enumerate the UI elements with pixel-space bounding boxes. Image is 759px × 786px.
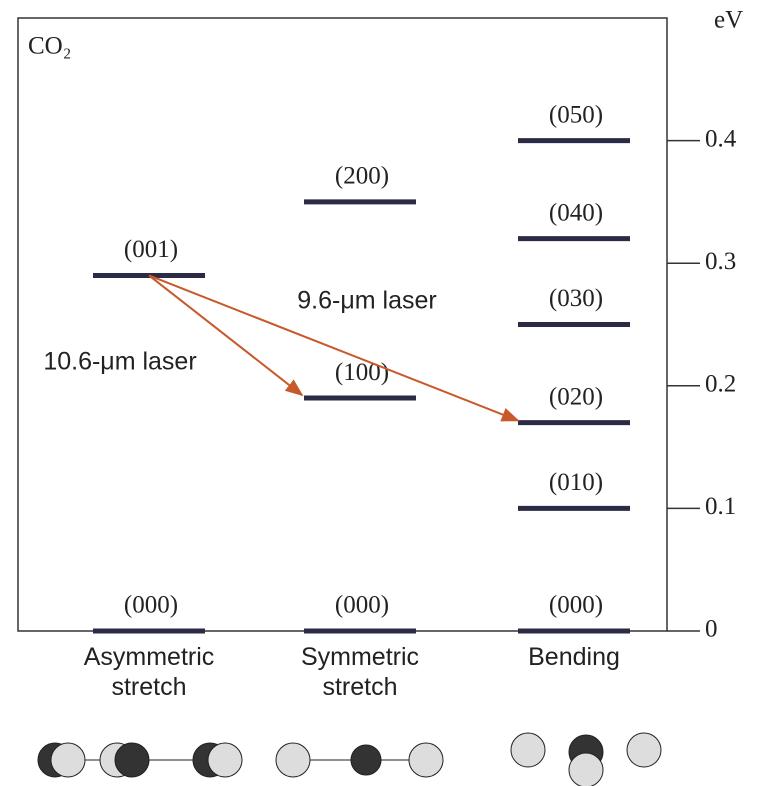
annotation: 9.6-μm laser	[297, 287, 436, 315]
category-label: Bending	[528, 643, 620, 671]
y-tick-label: 0	[705, 616, 718, 643]
arrow	[148, 274, 520, 422]
level-label: (000)	[124, 592, 178, 619]
arrow	[148, 274, 304, 397]
y-tick-label: 0.4	[705, 125, 737, 152]
y-tick-label: 0.3	[705, 248, 736, 275]
level-label: (030)	[549, 285, 603, 312]
level-label: (040)	[549, 199, 603, 226]
chart-title: CO₂	[28, 33, 71, 60]
level-label: (000)	[335, 592, 389, 619]
level-label: (200)	[335, 163, 389, 190]
level-label: (020)	[549, 383, 603, 410]
axis-unit: eV	[714, 7, 743, 34]
y-tick-label: 0.2	[705, 371, 736, 398]
level-label: (010)	[549, 469, 603, 496]
y-tick-label: 0.1	[705, 493, 736, 520]
category-label: Symmetric stretch	[300, 643, 420, 701]
level-label: (100)	[335, 359, 389, 386]
annotation: 10.6-μm laser	[43, 348, 196, 376]
level-label: (001)	[124, 236, 178, 263]
level-label: (050)	[549, 101, 603, 128]
level-label: (000)	[549, 592, 603, 619]
molecules	[37, 732, 662, 786]
category-label: Asymmetric stretch	[83, 643, 215, 701]
